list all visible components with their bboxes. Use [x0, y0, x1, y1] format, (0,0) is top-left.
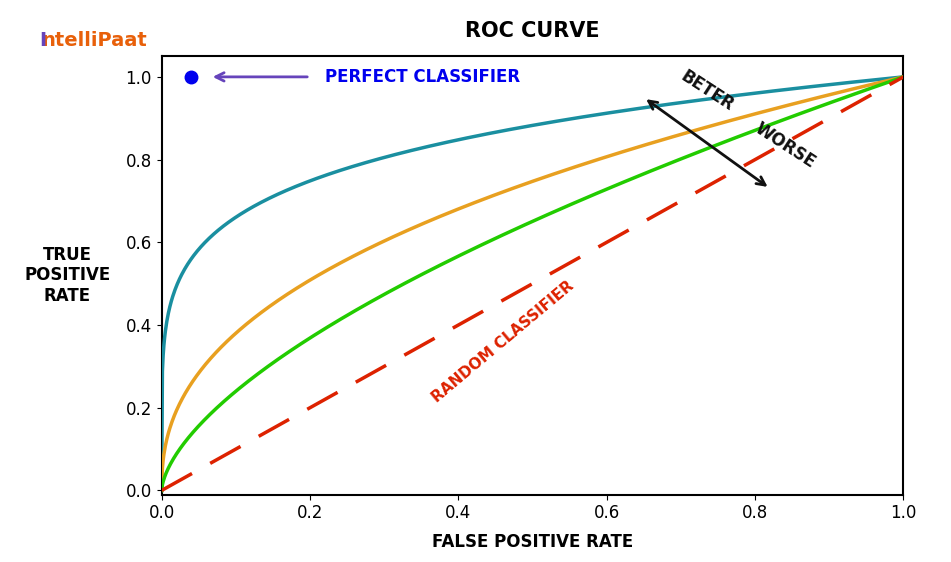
- Text: RANDOM CLASSIFIER: RANDOM CLASSIFIER: [429, 278, 576, 405]
- Text: PERFECT CLASSIFIER: PERFECT CLASSIFIER: [325, 68, 520, 86]
- Text: WORSE: WORSE: [751, 119, 819, 171]
- Text: I: I: [39, 31, 47, 50]
- X-axis label: FALSE POSITIVE RATE: FALSE POSITIVE RATE: [432, 533, 633, 551]
- Text: BETER: BETER: [677, 67, 737, 115]
- Title: ROC CURVE: ROC CURVE: [465, 21, 600, 41]
- Text: ntelliPaat: ntelliPaat: [41, 31, 147, 50]
- Y-axis label: TRUE
POSITIVE
RATE: TRUE POSITIVE RATE: [24, 246, 110, 305]
